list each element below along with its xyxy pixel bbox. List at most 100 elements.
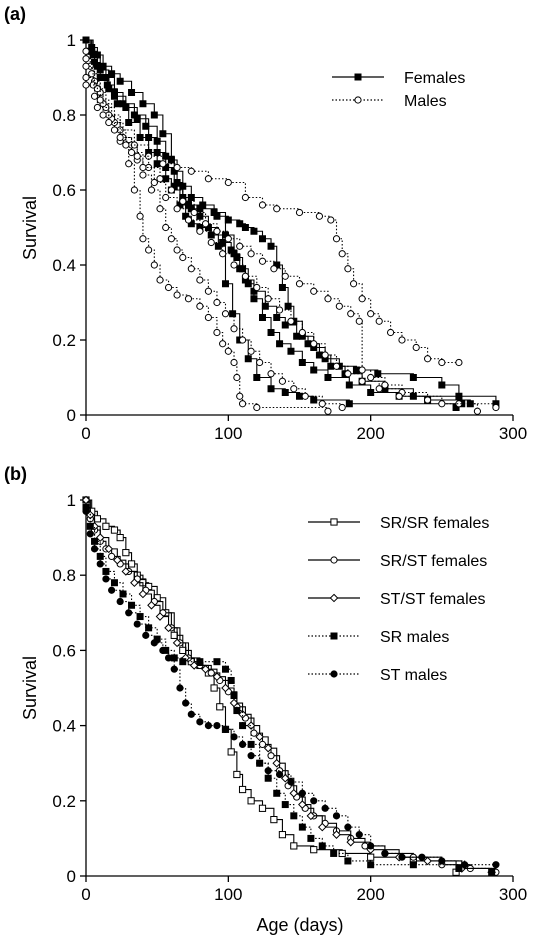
panel-b-data-point bbox=[332, 830, 341, 839]
panel-b-data-point bbox=[108, 552, 116, 561]
panel-a-data-point bbox=[224, 216, 232, 224]
panel-a-data-point bbox=[310, 340, 318, 348]
panel-b-legend-marker bbox=[330, 518, 338, 526]
panel-b-legend-label: ST males bbox=[380, 667, 447, 684]
panel-b-data-point bbox=[367, 861, 375, 869]
panel-b-data-point bbox=[145, 624, 153, 632]
panel-a-data-point bbox=[244, 355, 252, 363]
panel-a-data-point bbox=[110, 89, 118, 97]
panel-a-data-point bbox=[167, 156, 175, 164]
panel-b-legend-label: SR/ST females bbox=[380, 553, 487, 570]
panel-a-data-point bbox=[230, 261, 238, 269]
panel-a-data-point bbox=[438, 381, 446, 389]
panel-a-data-point bbox=[128, 89, 136, 97]
panel-b-data-point bbox=[96, 560, 104, 568]
panel-a-data-point bbox=[338, 403, 346, 412]
panel-a-data-point bbox=[278, 377, 287, 385]
panel-b-data-point bbox=[273, 789, 281, 797]
panel-b-data-point bbox=[290, 842, 298, 850]
panel-a-data-point bbox=[253, 403, 261, 412]
panel-a-data-point bbox=[241, 223, 249, 231]
panel-a-data-point bbox=[145, 246, 153, 254]
panel-a-data-point bbox=[96, 74, 104, 82]
panel-b-data-point bbox=[344, 857, 352, 865]
panel-a-data-point bbox=[142, 122, 150, 130]
panel-a-data-point bbox=[139, 171, 147, 179]
panel-a-data-point bbox=[207, 238, 215, 247]
panel-a-data-point bbox=[344, 265, 352, 273]
panel-b-data-point bbox=[263, 743, 273, 753]
panel-a-data-point bbox=[156, 175, 164, 183]
panel-b-series-4 bbox=[82, 507, 500, 869]
panel-b-axes: 0 100 200 300 0 0.2 0.4 0.6 0.8 1 bbox=[52, 491, 527, 904]
panel-a-data-point bbox=[247, 347, 255, 355]
panel-a-data-point bbox=[375, 317, 383, 325]
panel-a-data-point bbox=[247, 250, 255, 258]
panel-a-data-point bbox=[318, 400, 326, 408]
panel-a-data-point bbox=[287, 317, 295, 325]
panel-a-data-point bbox=[162, 152, 170, 160]
panel-a-data-point bbox=[424, 355, 432, 363]
panel-a-x-tick-label: 100 bbox=[214, 424, 242, 443]
panel-b-data-point bbox=[172, 638, 182, 648]
panel-b-data-point bbox=[221, 725, 230, 733]
panel-a-data-point bbox=[159, 160, 167, 168]
panel-b-legend-marker bbox=[330, 556, 338, 564]
panel-a-data-point bbox=[204, 287, 213, 295]
panel-a-data-point bbox=[438, 358, 446, 367]
panel-a-data-point bbox=[125, 119, 133, 127]
panel-a-data-point bbox=[82, 73, 90, 82]
panel-b-data-point bbox=[210, 684, 218, 692]
panel-a-data-point bbox=[267, 328, 275, 336]
panel-a-legend-label: Males bbox=[404, 93, 447, 110]
panel-b-data-point bbox=[130, 578, 139, 588]
panel-b-data-point bbox=[81, 495, 91, 505]
panel-a-data-point bbox=[345, 381, 353, 389]
panel-b-legend-marker bbox=[330, 670, 338, 678]
panel-b-x-axis-title: Age (days) bbox=[256, 915, 343, 935]
panel-a-data-point bbox=[298, 328, 306, 337]
panel-b-data-point bbox=[247, 740, 255, 748]
panel-b-data-point bbox=[281, 801, 289, 809]
panel-a-data-point bbox=[184, 201, 192, 209]
panel-a-data-point bbox=[367, 310, 375, 318]
panel-a-data-point bbox=[293, 332, 301, 340]
panel-a-data-point bbox=[310, 366, 318, 374]
panel-a-data-point bbox=[82, 36, 90, 44]
panel-a-data-point bbox=[386, 328, 395, 337]
panel-a-data-point bbox=[119, 100, 127, 108]
panel-a-data-point bbox=[301, 392, 309, 400]
panel-a-data-point bbox=[267, 370, 275, 378]
panel-a-data-point bbox=[187, 193, 195, 201]
panel-b-data-point bbox=[102, 575, 110, 583]
panel-a-y-tick-label: 0.8 bbox=[52, 106, 76, 125]
panel-b-data-point bbox=[275, 770, 284, 779]
panel-b-data-point bbox=[213, 658, 221, 666]
panel-a-x-tick-label: 0 bbox=[81, 424, 90, 443]
panel-a-data-point bbox=[125, 160, 133, 168]
panel-a-data-point bbox=[159, 130, 167, 138]
panel-b-legend: SR/SR females SR/ST females ST/ST females S… bbox=[308, 515, 489, 684]
panel-b-data-point bbox=[306, 811, 316, 821]
panel-b-data-point bbox=[461, 861, 469, 869]
panel-a-data-point bbox=[224, 235, 232, 243]
panel-a-data-point bbox=[236, 265, 244, 273]
panel-a-data-point bbox=[473, 407, 482, 415]
panel-a-data-point bbox=[332, 362, 341, 370]
panel-a-data-point bbox=[424, 396, 432, 404]
panel-a-data-point bbox=[167, 186, 175, 194]
panel-a-data-point bbox=[204, 313, 213, 322]
panel-a-legend-label: Females bbox=[404, 70, 465, 87]
panel-a-y-tick-label: 1 bbox=[67, 31, 76, 50]
panel-a-data-point bbox=[273, 313, 281, 321]
panel-a-data-point bbox=[187, 167, 195, 175]
panel-b-data-point bbox=[278, 831, 287, 839]
panel-a-data-point bbox=[238, 336, 247, 344]
panel-a-data-point bbox=[201, 220, 210, 228]
panel-b-data-point bbox=[119, 590, 127, 598]
panel-b-data-point bbox=[207, 669, 215, 677]
panel-a-data-point bbox=[349, 280, 358, 288]
panel-a-x-tick-label: 300 bbox=[499, 424, 527, 443]
panel-b-data-point bbox=[290, 812, 298, 820]
panel-b-data-point bbox=[272, 758, 282, 768]
